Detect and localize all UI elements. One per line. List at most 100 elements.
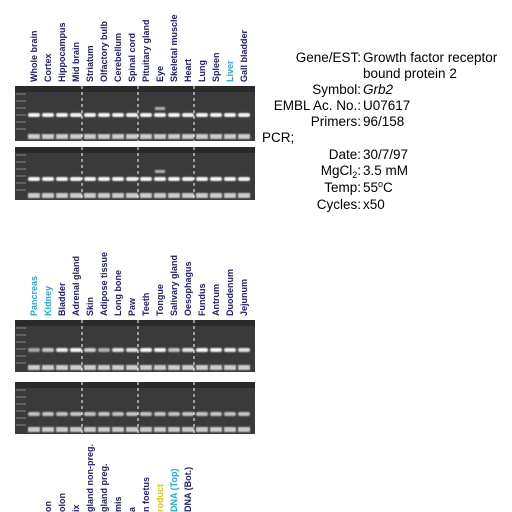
lane-label: Spleen bbox=[211, 52, 221, 82]
dna-band bbox=[196, 113, 208, 117]
lane-label: Heart bbox=[183, 59, 193, 82]
gel-image bbox=[15, 382, 255, 434]
lane-label: Skeletal muscle bbox=[169, 14, 179, 82]
primer-glow bbox=[154, 427, 166, 432]
dna-band bbox=[224, 113, 236, 117]
dna-band bbox=[56, 412, 68, 416]
dna-band bbox=[196, 348, 208, 352]
dna-band bbox=[238, 177, 250, 181]
dna-band bbox=[126, 113, 138, 117]
primer-glow bbox=[42, 365, 54, 370]
primer-glow bbox=[28, 193, 40, 198]
value: 55 bbox=[363, 180, 378, 195]
primer-glow bbox=[70, 427, 82, 432]
primer-glow bbox=[56, 427, 68, 432]
lane-label: gland non-preg. bbox=[85, 444, 95, 512]
lane-label: Fundus bbox=[197, 284, 207, 317]
dna-band bbox=[168, 348, 180, 352]
dna-band bbox=[210, 177, 222, 181]
lane-label: Skin bbox=[85, 297, 95, 316]
primer-glow bbox=[224, 193, 236, 198]
primer-glow bbox=[210, 134, 222, 139]
dna-band bbox=[70, 348, 82, 352]
primer-glow bbox=[196, 193, 208, 198]
lane-label: olon bbox=[57, 493, 67, 512]
lane-label: Kidney bbox=[43, 286, 53, 316]
gel-well-area bbox=[15, 382, 255, 388]
gel-image bbox=[15, 86, 255, 141]
primer-glow bbox=[70, 193, 82, 198]
primer-glow bbox=[238, 365, 250, 370]
primer-glow bbox=[98, 365, 110, 370]
lane-label: Lung bbox=[197, 60, 207, 82]
primer-glow bbox=[84, 427, 96, 432]
info-key: Date: bbox=[329, 147, 361, 162]
lane-label: Whole brain bbox=[29, 31, 39, 83]
dna-band bbox=[168, 177, 180, 181]
dna-band bbox=[224, 177, 236, 181]
primer-glow bbox=[98, 193, 110, 198]
dna-band bbox=[210, 412, 222, 416]
primer-glow bbox=[224, 427, 236, 432]
primer-glow bbox=[238, 134, 250, 139]
primer-glow bbox=[70, 365, 82, 370]
primer-glow bbox=[84, 365, 96, 370]
lane-label: DNA (Bot.) bbox=[183, 467, 193, 512]
lane-label: Duodenum bbox=[225, 269, 235, 316]
dna-band bbox=[84, 348, 96, 352]
primer-glow bbox=[210, 365, 222, 370]
primer-glow bbox=[126, 193, 138, 198]
info-value: 55oC bbox=[363, 179, 393, 195]
lane-label: Olfactory bulb bbox=[99, 20, 109, 82]
gel-well-area bbox=[15, 320, 255, 326]
dna-band bbox=[112, 412, 124, 416]
primer-glow bbox=[140, 427, 152, 432]
extra-band bbox=[155, 170, 165, 173]
primer-glow bbox=[42, 134, 54, 139]
dna-band bbox=[70, 113, 82, 117]
info-value: x50 bbox=[363, 197, 385, 212]
dna-band bbox=[42, 412, 54, 416]
dna-band bbox=[28, 348, 40, 352]
primer-glow bbox=[84, 134, 96, 139]
primer-glow bbox=[168, 193, 180, 198]
dna-band bbox=[140, 177, 152, 181]
dna-band bbox=[56, 348, 68, 352]
primer-glow bbox=[224, 134, 236, 139]
primer-glow bbox=[168, 365, 180, 370]
primer-glow bbox=[126, 427, 138, 432]
info-value: 3.5 mM bbox=[363, 163, 408, 178]
info-key: MgCl2: bbox=[321, 163, 361, 180]
primer-glow bbox=[238, 193, 250, 198]
dna-band bbox=[112, 113, 124, 117]
dna-band bbox=[84, 113, 96, 117]
dna-band bbox=[126, 177, 138, 181]
lane-label: Jejunum bbox=[239, 279, 249, 316]
lane-label: Bladder bbox=[57, 282, 67, 316]
dna-band bbox=[210, 348, 222, 352]
lane-label: Adipose tissue bbox=[99, 252, 109, 316]
info-block: Gene/EST: Growth factor receptor bound p… bbox=[262, 50, 498, 212]
gel-well-area bbox=[15, 147, 255, 153]
lane-label: Cerebellum bbox=[113, 33, 123, 82]
lane-label: Tongue bbox=[155, 284, 165, 316]
dna-band bbox=[154, 348, 166, 352]
lane-label: gland preg. bbox=[99, 463, 109, 512]
lane-label: roduct bbox=[155, 484, 165, 512]
dna-band bbox=[154, 113, 166, 117]
primer-glow bbox=[182, 193, 194, 198]
primer-glow bbox=[98, 134, 110, 139]
info-heading: PCR; bbox=[262, 130, 294, 145]
primer-glow bbox=[210, 427, 222, 432]
lane-label: Salivary gland bbox=[169, 255, 179, 316]
lane-label: Oesophagus bbox=[183, 261, 193, 316]
primer-glow bbox=[140, 134, 152, 139]
lane-label: Gall bladder bbox=[239, 29, 249, 82]
dna-band bbox=[182, 412, 194, 416]
dna-band bbox=[42, 177, 54, 181]
info-key: Gene/EST: bbox=[296, 50, 361, 65]
superscript: o bbox=[378, 179, 383, 189]
primer-glow bbox=[42, 427, 54, 432]
dna-band bbox=[182, 348, 194, 352]
